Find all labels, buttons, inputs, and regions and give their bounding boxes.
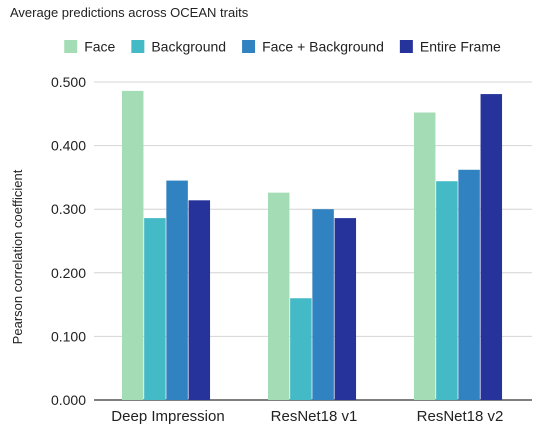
bar-face-background-0	[166, 180, 188, 400]
bar-entire-frame-1	[334, 218, 357, 400]
y-tick-label: 0.500	[51, 74, 86, 90]
chart-title: Average predictions across OCEAN traits	[10, 5, 249, 20]
bar-face-1	[267, 192, 290, 400]
legend-item: Face + Background	[242, 39, 384, 55]
y-tick-label: 0.100	[51, 328, 86, 344]
legend-item: Background	[131, 39, 226, 55]
legend-swatch	[399, 40, 413, 53]
legend-swatch	[64, 40, 78, 53]
y-tick-label: 0.400	[51, 138, 86, 154]
bars	[121, 90, 503, 401]
bar-background-2	[436, 181, 458, 400]
legend-label: Entire Frame	[420, 39, 501, 55]
legend: Face Background Face + Background Entire Fr…	[64, 39, 501, 55]
legend-label: Face	[84, 39, 115, 55]
legend-label: Face + Background	[262, 39, 384, 55]
y-tick-label: 0.200	[51, 265, 86, 281]
y-axis-label: Pearson correlation coefficient	[10, 169, 25, 344]
bar-entire-frame-0	[188, 200, 211, 400]
bar-face-background-1	[312, 209, 334, 400]
bar-background-0	[144, 218, 166, 400]
legend-item: Entire Frame	[399, 39, 501, 55]
bar-entire-frame-2	[480, 94, 503, 401]
y-tick-label: 0.300	[51, 201, 86, 217]
legend-swatch	[131, 40, 145, 53]
x-category-label: ResNet18 v2	[417, 408, 504, 425]
bar-background-1	[290, 298, 312, 400]
bar-face-2	[413, 112, 436, 400]
x-axis-categories: Deep Impression ResNet18 v1 ResNet18 v2	[111, 408, 503, 425]
y-tick-label: 0.000	[51, 392, 86, 408]
bar-face-0	[121, 90, 144, 401]
bar-face-background-2	[458, 169, 480, 400]
x-category-label: ResNet18 v1	[271, 408, 358, 425]
x-category-label: Deep Impression	[111, 408, 224, 425]
legend-item: Face	[64, 39, 116, 55]
legend-swatch	[242, 40, 256, 53]
y-axis-ticks: 0.000 0.100 0.200 0.300 0.400 0.500	[51, 74, 86, 408]
legend-label: Background	[151, 39, 226, 55]
